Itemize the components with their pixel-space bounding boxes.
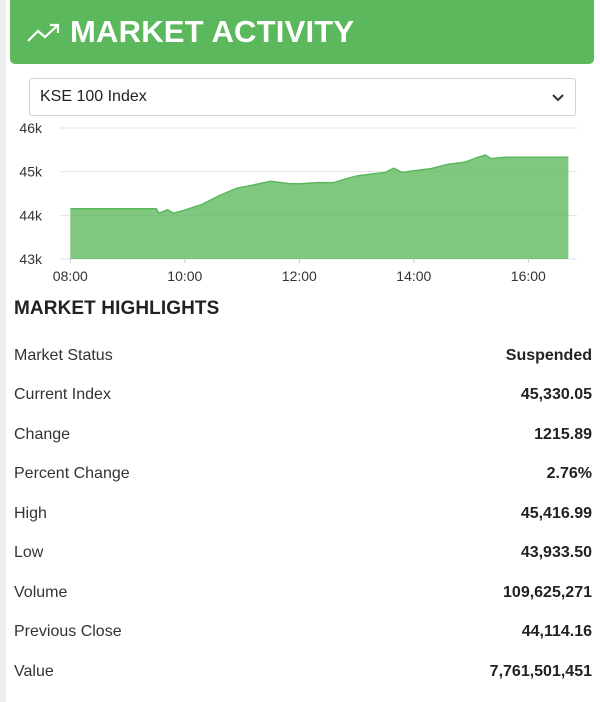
highlight-row: Percent Change 2.76% xyxy=(14,455,592,495)
series-line xyxy=(70,154,569,215)
highlight-value: Suspended xyxy=(505,346,592,364)
highlight-label: Market Status xyxy=(14,346,113,364)
highlight-row: Current Index 45,330.05 xyxy=(14,376,592,416)
highlight-value: 43,933.50 xyxy=(520,544,592,562)
highlight-value: 2.76% xyxy=(546,465,592,483)
x-tick-label: 10:00 xyxy=(167,268,202,284)
widget-header: MARKET ACTIVITY xyxy=(10,0,594,64)
chevron-down-icon xyxy=(552,94,564,102)
widget-title: MARKET ACTIVITY xyxy=(70,14,355,49)
index-select[interactable]: KSE 100 Index xyxy=(29,78,576,116)
highlight-row: Change 1215.89 xyxy=(14,415,592,455)
highlight-label: Percent Change xyxy=(14,465,130,483)
y-tick-label: 43k xyxy=(19,251,43,267)
y-tick-label: 44k xyxy=(19,207,43,223)
highlight-row: Low 43,933.50 xyxy=(14,534,592,574)
highlight-row: Value 7,761,501,451 xyxy=(14,652,592,692)
highlight-value: 7,761,501,451 xyxy=(489,662,592,680)
y-tick-label: 46k xyxy=(19,120,43,136)
highlight-row: High 45,416.99 xyxy=(14,494,592,534)
index-select-value: KSE 100 Index xyxy=(40,88,147,105)
highlight-label: High xyxy=(14,504,47,522)
x-tick-label: 16:00 xyxy=(511,268,546,284)
highlights-table: Market Status Suspended Current Index 45,33… xyxy=(14,336,592,692)
highlight-value: 45,330.05 xyxy=(520,386,592,404)
x-tick-label: 12:00 xyxy=(282,268,317,284)
x-tick-label: 14:00 xyxy=(396,268,431,284)
highlight-value: 109,625,271 xyxy=(503,583,592,601)
highlight-row: Market Status Suspended xyxy=(14,336,592,376)
trend-up-icon xyxy=(27,23,60,42)
index-chart: 43k 44k 45k 46k 08:00 10:00 12:00 14:00 16:00 xyxy=(19,120,577,284)
series-area xyxy=(70,155,569,259)
y-tick-label: 45k xyxy=(19,164,43,180)
highlight-label: Current Index xyxy=(14,386,111,404)
highlight-label: Volume xyxy=(14,583,68,601)
highlight-value: 44,114.16 xyxy=(521,623,592,641)
highlight-value: 45,416.99 xyxy=(520,504,592,522)
highlight-value: 1215.89 xyxy=(534,425,592,443)
highlight-label: Previous Close xyxy=(14,623,122,641)
highlight-label: Value xyxy=(14,662,54,680)
highlight-row: Volume 109,625,271 xyxy=(14,573,592,613)
highlight-label: Change xyxy=(14,425,71,443)
left-edge xyxy=(0,0,6,702)
x-tick-label: 08:00 xyxy=(53,268,88,284)
highlight-label: Low xyxy=(14,544,44,562)
highlight-row: Previous Close 44,114.16 xyxy=(14,613,592,653)
highlights-title: MARKET HIGHLIGHTS xyxy=(14,298,220,319)
